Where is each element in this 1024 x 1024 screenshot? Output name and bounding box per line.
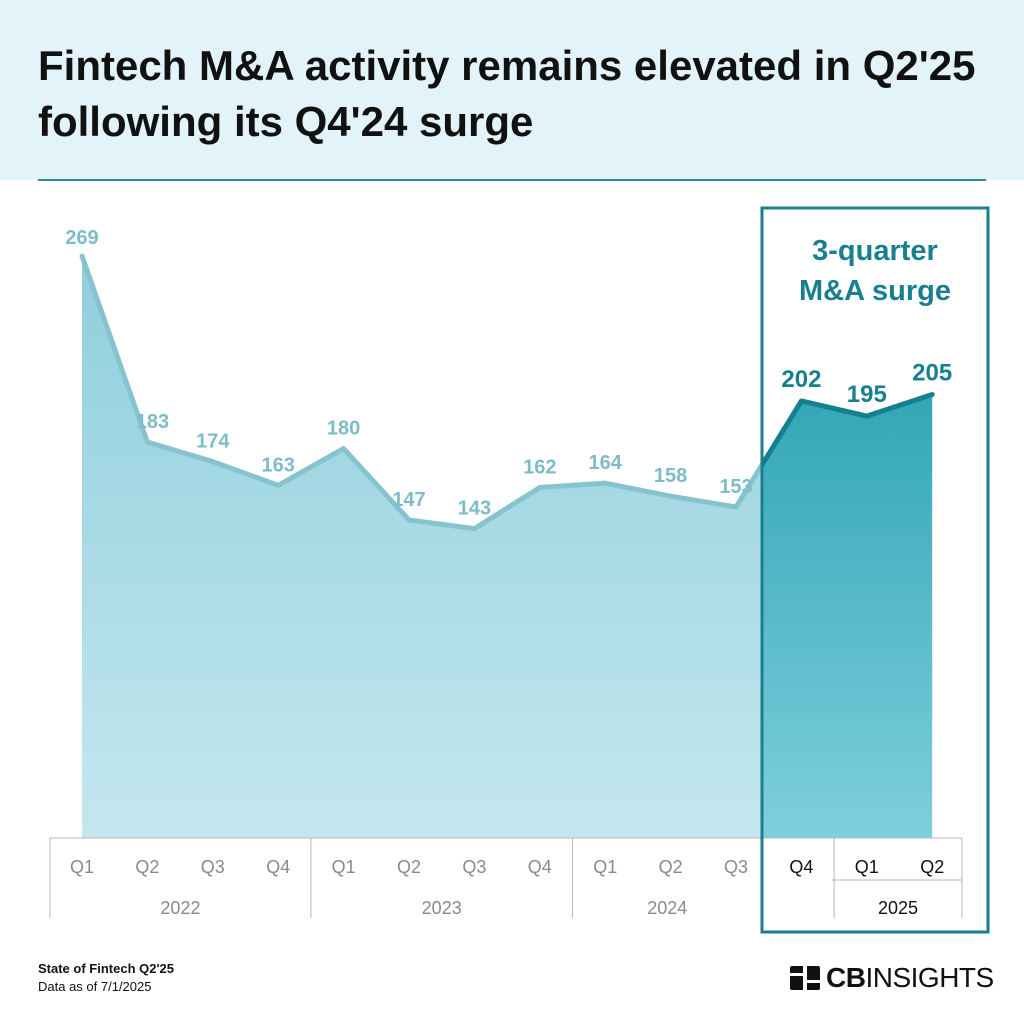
data-label: 143 bbox=[458, 498, 491, 520]
x-tick-label: Q2 bbox=[135, 857, 159, 877]
data-label: 162 bbox=[523, 457, 556, 479]
footer-notes: State of Fintech Q2'25 Data as of 7/1/20… bbox=[38, 960, 174, 996]
cbinsights-logo: CBINSIGHTS bbox=[790, 962, 994, 994]
x-tick-label: Q1 bbox=[332, 857, 356, 877]
data-label: 163 bbox=[262, 454, 295, 476]
data-label: 158 bbox=[654, 465, 687, 487]
data-label: 147 bbox=[392, 489, 425, 511]
chart-title: Fintech M&A activity remains elevated in… bbox=[38, 42, 976, 145]
data-label: 269 bbox=[65, 227, 98, 249]
x-tick-label: Q4 bbox=[528, 857, 552, 877]
data-label: 164 bbox=[589, 452, 623, 474]
x-tick-label: Q3 bbox=[724, 857, 748, 877]
x-tick-label: Q3 bbox=[201, 857, 225, 877]
x-tick-label: Q1 bbox=[855, 857, 879, 877]
x-year-label: 2022 bbox=[160, 898, 200, 918]
surge-label-line1: 3-quarter bbox=[812, 235, 938, 267]
x-tick-label: Q2 bbox=[659, 857, 683, 877]
area-fill-surge bbox=[762, 394, 933, 838]
x-year-label: 2025 bbox=[878, 898, 918, 918]
x-tick-label: Q4 bbox=[266, 857, 290, 877]
x-tick-label: Q3 bbox=[462, 857, 486, 877]
source-label: State of Fintech Q2'25 bbox=[38, 961, 175, 976]
logo-text-bold: CB bbox=[826, 962, 866, 993]
data-label: 153 bbox=[719, 476, 752, 498]
x-year-label: 2023 bbox=[422, 898, 462, 918]
surge-label-line2: M&A surge bbox=[799, 275, 951, 307]
x-tick-label: Q1 bbox=[593, 857, 617, 877]
surge-highlight-box bbox=[760, 206, 990, 934]
header-band bbox=[0, 0, 1024, 180]
series-line-surge bbox=[762, 391, 935, 470]
data-label: 180 bbox=[327, 418, 360, 440]
series-line-main bbox=[79, 253, 762, 532]
cbinsights-mark-icon bbox=[790, 966, 820, 990]
data-label: 205 bbox=[912, 359, 952, 386]
data-label: 202 bbox=[781, 366, 821, 393]
area-chart: Q1 Q2 Q3 Q4 2022 Q1 Q2 Q3 Q4 2023 Q1 Q2 Q3 Q4 2024 Q1 Q2… bbox=[49, 206, 990, 934]
x-tick-label: Q2 bbox=[920, 857, 944, 877]
x-tick-label: Q1 bbox=[70, 857, 94, 877]
logo-text-rest: INSIGHTS bbox=[865, 962, 994, 993]
data-label: 195 bbox=[847, 381, 887, 408]
data-label: 174 bbox=[196, 431, 230, 453]
title-divider bbox=[38, 179, 986, 181]
area-fill-main bbox=[82, 256, 762, 838]
data-label: 183 bbox=[136, 411, 169, 433]
x-year-label: 2024 bbox=[647, 898, 687, 918]
x-tick-label: Q4 bbox=[789, 857, 813, 877]
data-date: Data as of 7/1/2025 bbox=[38, 979, 152, 994]
x-tick-label: Q2 bbox=[397, 857, 421, 877]
